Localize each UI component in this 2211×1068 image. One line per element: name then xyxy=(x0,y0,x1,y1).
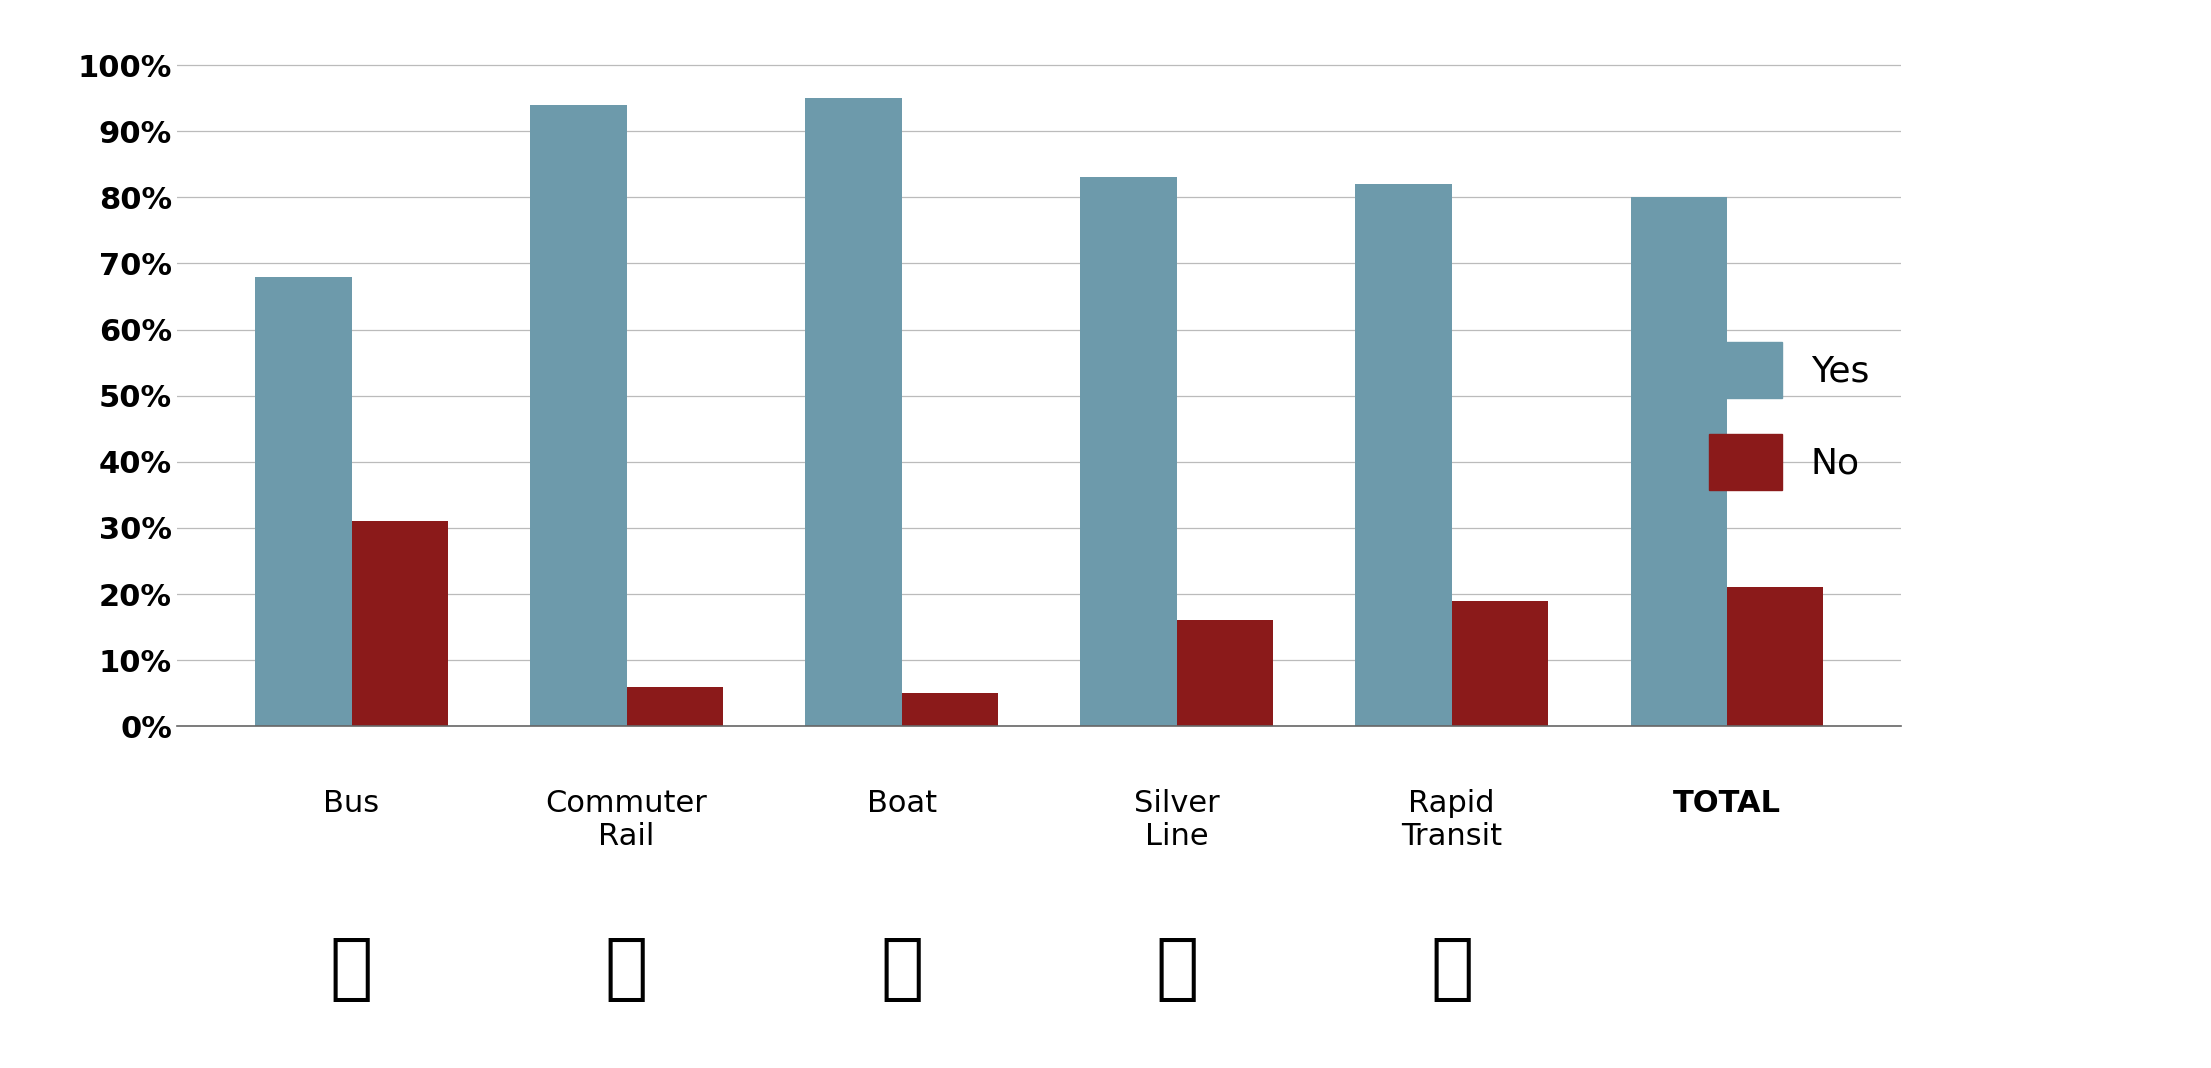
Text: Bus: Bus xyxy=(323,788,380,818)
Bar xyxy=(902,693,997,726)
Text: 🚌: 🚌 xyxy=(329,934,374,1004)
Legend: Yes, No: Yes, No xyxy=(1696,328,1884,504)
Text: Boat: Boat xyxy=(867,788,937,818)
Bar xyxy=(626,687,723,726)
Text: Rapid
Transit: Rapid Transit xyxy=(1402,788,1501,851)
Bar xyxy=(1355,184,1453,726)
Text: TOTAL: TOTAL xyxy=(1674,788,1780,818)
Bar xyxy=(531,105,626,726)
Bar xyxy=(1727,587,1824,726)
Text: 🚃: 🚃 xyxy=(1431,934,1473,1004)
Text: Commuter
Rail: Commuter Rail xyxy=(546,788,708,851)
Text: 🚆: 🚆 xyxy=(606,934,648,1004)
Bar xyxy=(1081,177,1176,726)
Text: Silver
Line: Silver Line xyxy=(1134,788,1220,851)
Bar xyxy=(254,277,352,726)
Bar xyxy=(352,521,449,726)
Text: ⛴: ⛴ xyxy=(880,934,924,1004)
Bar xyxy=(805,98,902,726)
Bar xyxy=(1176,621,1274,726)
Text: 🚌: 🚌 xyxy=(1154,934,1198,1004)
Bar xyxy=(1630,198,1727,726)
Bar xyxy=(1453,600,1548,726)
